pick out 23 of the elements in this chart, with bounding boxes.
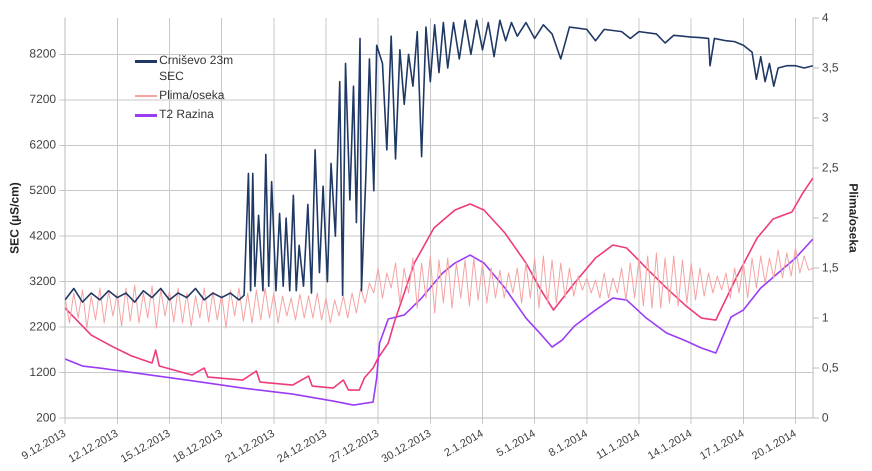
y-tick-label: 8200 bbox=[29, 46, 56, 61]
y2-tick-label: 2,5 bbox=[822, 160, 839, 174]
y2-tick-label: 2 bbox=[822, 210, 829, 224]
y-tick-label: 1200 bbox=[29, 364, 56, 379]
y2-tick-label: 0 bbox=[822, 410, 829, 424]
y-axis-title: SEC (µS/cm) bbox=[8, 182, 22, 254]
y2-tick-label: 3,5 bbox=[822, 60, 839, 74]
y-tick-label: 3200 bbox=[29, 274, 56, 288]
y-tick-label: 7200 bbox=[29, 92, 56, 106]
y-tick-label: 5200 bbox=[29, 183, 56, 198]
y-tick-label: 200 bbox=[36, 410, 56, 424]
legend-label: T2 Razina bbox=[159, 106, 215, 122]
y-tick-label: 4200 bbox=[29, 228, 56, 243]
y2-tick-label: 1 bbox=[822, 310, 829, 324]
y2-axis-title: Plima/oseka bbox=[846, 183, 860, 254]
legend-label: Plima/oseka bbox=[159, 87, 226, 103]
y2-tick-label: 0,5 bbox=[822, 360, 839, 374]
y2-tick-label: 1,5 bbox=[822, 260, 839, 274]
y2-tick-label: 4 bbox=[822, 10, 829, 24]
y-tick-label: 2200 bbox=[29, 319, 56, 334]
y-tick-label: 6200 bbox=[29, 138, 56, 152]
y2-tick-label: 3 bbox=[822, 110, 829, 124]
legend-label: Crniševo 23m SEC bbox=[159, 52, 234, 84]
